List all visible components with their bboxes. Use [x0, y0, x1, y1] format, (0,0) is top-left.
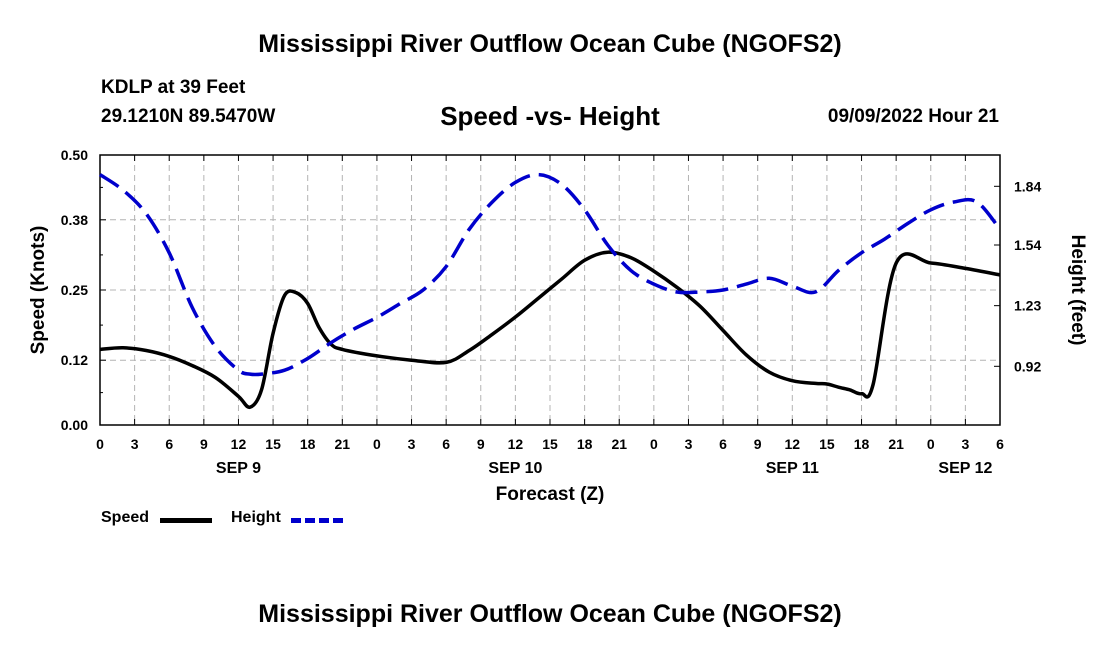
x-tick-label: 12 [785, 436, 801, 452]
legend-height-swatch [291, 518, 343, 523]
y-axis-title: Speed (Knots) [28, 226, 49, 355]
chart-subtitle: Speed -vs- Height [440, 101, 660, 131]
x-tick-label: 6 [165, 436, 173, 452]
x-tick-label: 18 [854, 436, 870, 452]
x-tick-label: 21 [611, 436, 627, 452]
day-label: SEP 11 [766, 460, 819, 477]
series [99, 172, 1002, 410]
y-tick-label: 0.00 [61, 417, 88, 433]
y2-tick-label: 1.23 [1014, 298, 1041, 314]
x-tick-label: 15 [819, 436, 835, 452]
x-tick-label: 18 [300, 436, 316, 452]
x-tick-label: 6 [442, 436, 450, 452]
x-tick-label: 0 [650, 436, 658, 452]
x-tick-label: 0 [373, 436, 381, 452]
x-tick-label: 9 [200, 436, 208, 452]
x-tick-label: 18 [577, 436, 593, 452]
x-tick-label: 21 [335, 436, 351, 452]
y2-tick-label: 0.92 [1014, 358, 1041, 374]
x-tick-label: 15 [265, 436, 281, 452]
station-coordinates: 29.1210N 89.5470W [101, 106, 276, 127]
x-tick-label: 9 [477, 436, 485, 452]
day-label: SEP 9 [216, 460, 261, 477]
x-tick-label: 3 [961, 436, 969, 452]
x-tick-label: 3 [131, 436, 139, 452]
series-height-line [99, 172, 1002, 377]
station-label: KDLP at 39 Feet [101, 77, 246, 98]
footer-title: Mississippi River Outflow Ocean Cube (NG… [258, 600, 842, 628]
y-tick-label: 0.25 [61, 282, 88, 298]
x-tick-label: 0 [96, 436, 104, 452]
legend-speed-swatch [160, 518, 212, 523]
x-tick-label: 6 [996, 436, 1004, 452]
x-tick-label: 12 [508, 436, 524, 452]
day-label: SEP 10 [488, 460, 542, 477]
y2-axis-title: Height (feet) [1067, 235, 1088, 346]
y-tick-label: 0.38 [61, 212, 88, 228]
legend-speed-label: Speed [101, 509, 150, 526]
x-tick-label: 0 [927, 436, 935, 452]
x-tick-label: 6 [719, 436, 727, 452]
x-tick-label: 3 [408, 436, 416, 452]
x-axis-title: Forecast (Z) [496, 484, 605, 505]
legend-height-label: Height [231, 509, 281, 526]
plot-frame [99, 154, 1001, 426]
y2-tick-label: 1.84 [1014, 178, 1041, 194]
y-tick-label: 0.50 [61, 147, 88, 163]
chart-main-title: Mississippi River Outflow Ocean Cube (NG… [258, 30, 842, 58]
forecast-datetime: 09/09/2022 Hour 21 [827, 106, 999, 127]
y-tick-label: 0.12 [61, 352, 88, 368]
day-label: SEP 12 [938, 460, 992, 477]
axes: 0 3 6 9 12 15 18 21 0 3 6 9 12 15 18 21 0 3 6 9 12 15 18 21 0 3 6 0… [28, 147, 1088, 505]
x-tick-label: 9 [754, 436, 762, 452]
series-speed-line [99, 250, 1001, 410]
y2-tick-label: 1.54 [1014, 237, 1041, 253]
x-tick-label: 21 [888, 436, 904, 452]
x-tick-label: 12 [231, 436, 247, 452]
x-tick-label: 3 [685, 436, 693, 452]
x-tick-label: 15 [542, 436, 558, 452]
